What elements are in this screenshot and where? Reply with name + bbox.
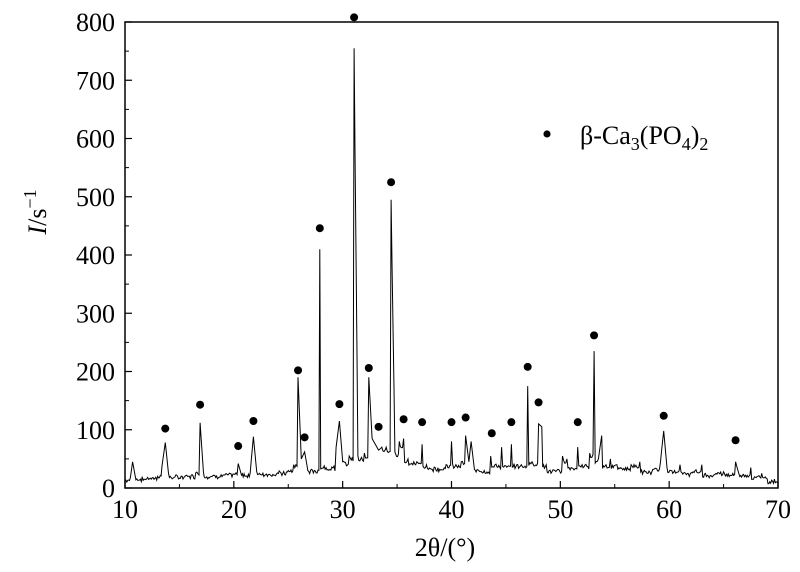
x-tick-label: 30 xyxy=(330,495,356,524)
x-tick-label: 40 xyxy=(439,495,465,524)
peak-marker xyxy=(294,366,303,375)
legend-label-sub-3: 3 xyxy=(631,134,640,154)
x-tick-label: 10 xyxy=(112,495,138,524)
y-tick-label: 600 xyxy=(76,125,115,154)
peak-marker xyxy=(161,424,170,433)
peak-marker xyxy=(590,331,599,340)
legend-label: β-Ca3(PO4)2 xyxy=(580,121,708,154)
y-tick-label: 300 xyxy=(76,299,115,328)
peak-marker xyxy=(534,398,543,407)
legend-label-suffix: ) xyxy=(691,121,700,150)
peak-marker xyxy=(523,362,532,371)
y-axis-label-unit: /s xyxy=(23,209,52,226)
legend-label-mid: (PO xyxy=(640,121,682,150)
y-tick-label: 200 xyxy=(76,358,115,387)
peak-marker xyxy=(461,413,470,422)
y-tick-label: 500 xyxy=(76,183,115,212)
peak-marker xyxy=(249,417,258,426)
x-tick-label: 50 xyxy=(547,495,573,524)
peak-marker xyxy=(487,429,496,438)
y-tick-label: 0 xyxy=(102,474,115,503)
peak-marker xyxy=(196,400,205,409)
y-tick-label: 700 xyxy=(76,66,115,95)
peak-marker xyxy=(399,415,408,424)
peak-marker xyxy=(350,13,359,22)
peak-marker xyxy=(315,224,324,233)
peak-marker xyxy=(387,178,396,187)
y-tick-label: 100 xyxy=(76,416,115,445)
legend: • β-Ca3(PO4)2 xyxy=(542,118,709,154)
y-axis-label-exponent: −1 xyxy=(20,189,40,208)
peak-marker xyxy=(447,418,456,427)
x-tick-label: 60 xyxy=(656,495,682,524)
diffraction-pattern-line xyxy=(124,48,778,485)
peak-marker xyxy=(573,418,582,427)
legend-label-sub-4: 4 xyxy=(682,134,691,154)
peak-marker xyxy=(335,400,344,409)
peak-marker xyxy=(364,364,373,373)
peak-marker xyxy=(659,411,668,420)
peak-marker xyxy=(234,442,243,451)
plot-frame xyxy=(124,21,779,489)
axis-ticks xyxy=(124,21,779,489)
y-tick-label: 400 xyxy=(76,241,115,270)
peak-marker xyxy=(374,422,383,431)
x-axis-label: 2θ/(°) xyxy=(415,533,475,562)
peak-marker xyxy=(300,433,309,442)
y-tick-label: 800 xyxy=(76,8,115,37)
legend-label-sub-2: 2 xyxy=(699,134,708,154)
x-tick-label: 70 xyxy=(765,495,791,524)
peak-marker xyxy=(418,418,427,427)
peak-marker xyxy=(507,418,516,427)
x-tick-label: 20 xyxy=(221,495,247,524)
legend-label-prefix: β-Ca xyxy=(580,121,631,150)
peak-marker xyxy=(731,436,740,445)
peak-markers xyxy=(161,13,740,451)
legend-marker: • xyxy=(542,118,553,151)
y-axis-label-symbol: I xyxy=(23,225,52,236)
y-axis-label: I/s−1 xyxy=(20,189,52,235)
